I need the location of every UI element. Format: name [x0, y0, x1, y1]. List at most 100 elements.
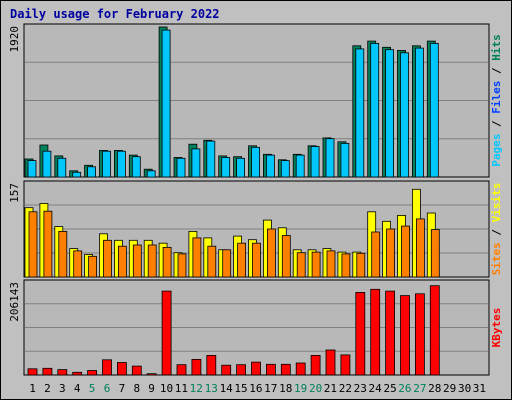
bar-sites-day-7	[118, 245, 127, 278]
bar-pages-day-16	[251, 146, 260, 178]
bar-sites-day-21	[326, 250, 336, 278]
bar-sites-day-18	[281, 235, 291, 278]
x-tick-21: 21	[324, 382, 337, 395]
x-tick-22: 22	[339, 382, 352, 395]
bar-kbytes-day-18	[280, 363, 291, 376]
x-tick-25: 25	[383, 382, 396, 395]
bar-kbytes-day-3	[57, 369, 68, 376]
x-tick-1: 1	[29, 382, 36, 395]
bar-sites-day-6	[103, 239, 112, 278]
bar-pages-day-23	[355, 48, 365, 178]
x-tick-17: 17	[264, 382, 277, 395]
bar-pages-day-7	[117, 150, 126, 178]
bar-kbytes-day-8	[131, 365, 142, 376]
bar-pages-day-5	[87, 166, 96, 178]
bar-pages-day-26	[400, 52, 409, 178]
x-tick-31: 31	[473, 382, 486, 395]
bar-pages-day-28	[429, 43, 439, 178]
bar-sites-day-20	[311, 251, 321, 278]
legend-visits-sites: Sites / Visits	[490, 183, 503, 276]
bar-kbytes-day-19	[295, 362, 306, 376]
ymax-label-visits-sites: 157	[8, 183, 21, 203]
bar-kbytes-day-7	[117, 362, 127, 376]
bar-sites-day-23	[356, 252, 366, 278]
x-tick-15: 15	[234, 382, 247, 395]
bar-kbytes-day-9	[146, 373, 157, 376]
x-tick-5: 5	[89, 382, 96, 395]
bar-sites-day-15	[237, 242, 247, 278]
bar-sites-day-16	[252, 242, 261, 278]
bar-pages-day-10	[161, 29, 171, 178]
bar-pages-day-13	[206, 140, 216, 178]
bar-sites-day-5	[88, 255, 97, 278]
x-tick-30: 30	[458, 382, 471, 395]
legend-separator: /	[490, 114, 503, 134]
bar-kbytes-day-22	[340, 354, 351, 376]
legend-item-visits: Visits	[490, 183, 503, 223]
bar-pages-day-24	[370, 43, 380, 178]
chart-title: Daily usage for February 2022	[10, 7, 220, 21]
legend-item-kbytes: KBytes	[490, 308, 503, 348]
bar-pages-day-12	[191, 148, 201, 178]
bar-kbytes-day-26	[400, 295, 410, 376]
bar-kbytes-day-4	[72, 371, 83, 376]
bar-sites-day-3	[58, 230, 68, 278]
bar-sites-day-2	[43, 210, 53, 278]
bar-pages-day-1	[27, 160, 37, 178]
bar-pages-day-21	[325, 138, 335, 178]
legend-kbytes: KBytes	[490, 308, 503, 348]
x-tick-8: 8	[133, 382, 140, 395]
bar-sites-day-19	[296, 252, 306, 278]
legend-separator: /	[490, 222, 503, 242]
x-tick-16: 16	[249, 382, 262, 395]
bar-kbytes-day-17	[265, 363, 276, 376]
bar-kbytes-day-23	[355, 291, 366, 376]
bar-pages-day-9	[146, 170, 156, 178]
x-tick-14: 14	[220, 382, 234, 395]
bar-sites-day-1	[28, 211, 38, 278]
bar-pages-day-27	[414, 47, 424, 178]
bar-kbytes-day-21	[325, 349, 336, 376]
bar-sites-day-25	[386, 228, 396, 278]
legend-hits-files-pages: Pages / Files / Hits	[490, 34, 503, 167]
bar-kbytes-day-2	[42, 367, 53, 376]
bar-pages-day-18	[280, 160, 290, 178]
bar-pages-day-4	[72, 171, 82, 178]
x-tick-10: 10	[160, 382, 173, 395]
x-tick-23: 23	[354, 382, 367, 395]
bar-pages-day-20	[310, 146, 320, 178]
bar-kbytes-day-27	[414, 293, 425, 376]
bar-sites-day-9	[147, 244, 157, 278]
ymax-label-hits-files-pages: 1920	[8, 26, 21, 53]
x-tick-24: 24	[368, 382, 382, 395]
bar-pages-day-17	[265, 154, 275, 178]
bar-kbytes-day-24	[370, 288, 381, 376]
bar-kbytes-day-13	[206, 354, 217, 376]
x-tick-19: 19	[294, 382, 307, 395]
bar-sites-day-10	[162, 246, 172, 278]
bar-kbytes-day-6	[102, 359, 112, 376]
bar-kbytes-day-28	[429, 285, 440, 376]
bar-pages-day-11	[176, 157, 186, 178]
bar-sites-day-8	[132, 244, 142, 278]
x-tick-4: 4	[74, 382, 81, 395]
bar-pages-day-3	[57, 157, 67, 178]
bar-kbytes-day-16	[251, 361, 261, 376]
bar-kbytes-day-25	[385, 290, 396, 376]
bar-sites-day-11	[177, 253, 187, 278]
bar-kbytes-day-15	[236, 364, 247, 376]
x-tick-28: 28	[428, 382, 441, 395]
bar-pages-day-2	[42, 150, 52, 178]
bar-kbytes-day-5	[87, 370, 97, 376]
x-tick-2: 2	[44, 382, 51, 395]
bar-kbytes-day-10	[161, 290, 172, 376]
bar-sites-day-13	[207, 245, 217, 278]
bar-kbytes-day-12	[191, 358, 202, 376]
x-tick-7: 7	[119, 382, 126, 395]
legend-separator: /	[490, 61, 503, 81]
bar-kbytes-day-1	[27, 368, 38, 376]
x-tick-13: 13	[205, 382, 218, 395]
legend-item-sites: Sites	[490, 242, 503, 275]
bar-sites-day-24	[371, 231, 381, 278]
